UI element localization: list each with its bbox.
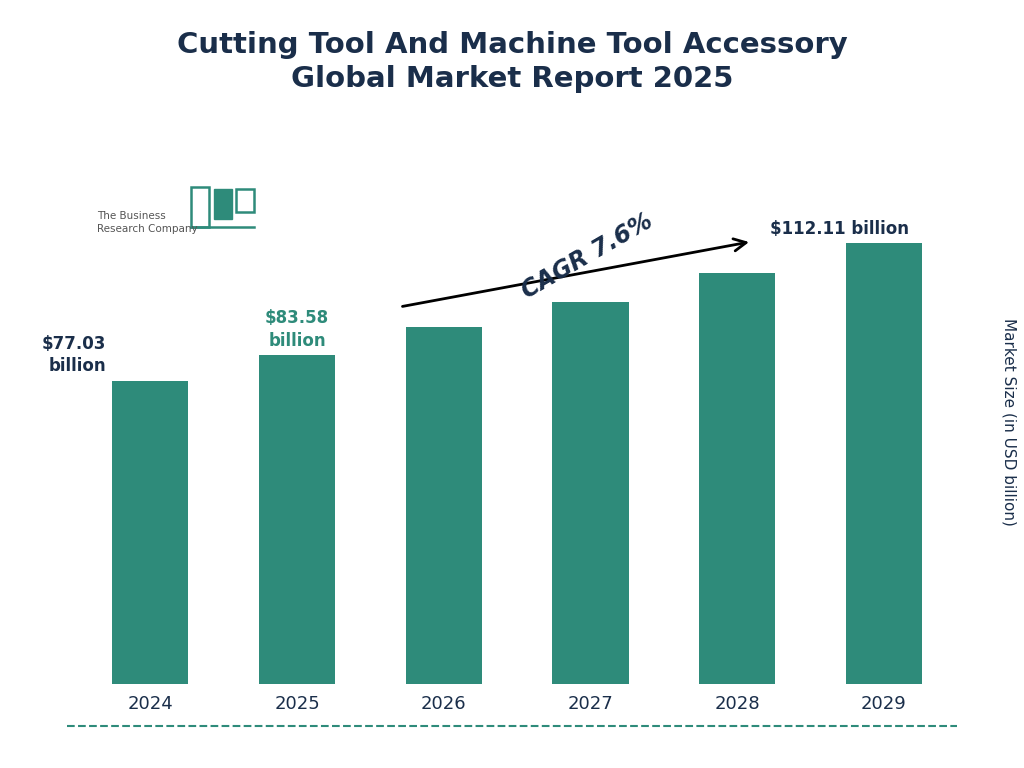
Bar [552,302,629,684]
Bar [406,326,482,684]
Text: Cutting Tool And Machine Tool Accessory
Global Market Report 2025: Cutting Tool And Machine Tool Accessory … [176,31,848,94]
Bar [191,187,209,227]
Text: $77.03
billion: $77.03 billion [42,335,106,376]
Text: $112.11 billion: $112.11 billion [770,220,909,237]
Text: The Business
Research Company: The Business Research Company [97,211,198,234]
Text: $83.58
billion: $83.58 billion [265,310,329,349]
Bar [846,243,922,684]
Text: Market Size (in USD billion): Market Size (in USD billion) [1001,319,1016,526]
Text: CAGR 7.6%: CAGR 7.6% [517,209,656,303]
Bar [214,190,231,220]
Bar [259,356,335,684]
Bar [113,381,188,684]
Bar [237,189,254,212]
Bar [699,273,775,684]
